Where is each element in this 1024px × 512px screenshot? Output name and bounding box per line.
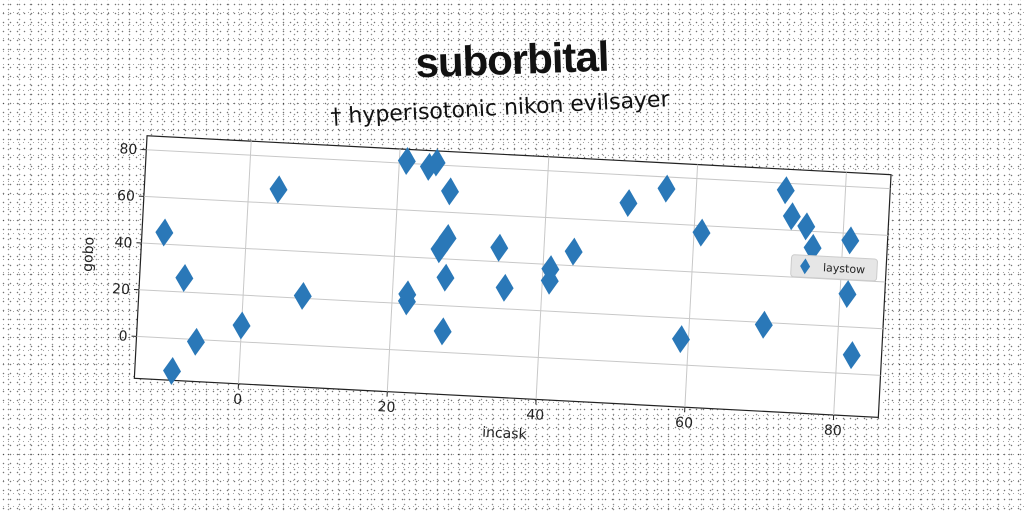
- x-grid-line: [684, 164, 699, 408]
- data-point-diamond: [495, 273, 514, 302]
- data-point-diamond: [436, 263, 455, 292]
- data-point-diamond: [433, 317, 452, 346]
- y-tick-label: 0: [118, 328, 128, 344]
- y-tick-label: 60: [117, 188, 136, 205]
- y-grid-line: [136, 335, 881, 376]
- axis-ticks: 0 20 40 60 80 0 20 40 60 80: [112, 141, 843, 440]
- data-point-diamond: [692, 218, 711, 247]
- legend-label: laystow: [823, 261, 866, 276]
- data-point-diamond: [564, 237, 583, 266]
- data-point-diamond: [838, 280, 857, 309]
- data-point-diamond: [803, 233, 822, 262]
- data-point-diamond: [397, 147, 416, 175]
- data-point-diamond: [782, 202, 801, 231]
- x-tick-label: 20: [377, 399, 396, 416]
- y-tick-label: 20: [112, 281, 131, 298]
- data-point-diamond: [438, 224, 457, 253]
- data-point-diamond: [797, 212, 816, 241]
- data-point-diamond: [841, 226, 860, 255]
- legend-marker-diamond: [800, 258, 811, 275]
- y-axis-label: gobo: [80, 236, 98, 272]
- data-point-diamond: [671, 325, 690, 354]
- data-points: [155, 147, 861, 385]
- data-point-diamond: [619, 189, 638, 218]
- y-grid-line: [146, 149, 891, 190]
- data-point-diamond: [842, 341, 861, 370]
- y-grid-line: [143, 195, 888, 236]
- data-point-diamond: [490, 233, 509, 262]
- data-point-diamond: [776, 176, 795, 205]
- data-point-diamond: [175, 264, 194, 293]
- data-point-diamond: [398, 280, 417, 309]
- x-tick-label: 80: [824, 423, 843, 440]
- data-point-diamond: [540, 266, 559, 295]
- plot-area: 0 20 40 60 80 0 20 40 60 80 incask gobo laystow: [80, 135, 892, 443]
- data-point-diamond: [232, 311, 251, 340]
- y-grid-line: [141, 242, 886, 283]
- x-grid-line: [237, 141, 252, 384]
- x-tick-label: 0: [233, 392, 243, 408]
- data-point-diamond: [269, 175, 288, 204]
- x-tick-label: 60: [675, 415, 694, 432]
- legend-box: [790, 254, 878, 282]
- data-point-diamond: [754, 310, 773, 339]
- y-tick-label: 80: [119, 141, 138, 158]
- data-point-diamond: [293, 281, 312, 310]
- x-tick-label: 40: [526, 407, 545, 424]
- data-point-diamond: [441, 177, 459, 206]
- x-grid-line: [386, 148, 401, 392]
- data-point-diamond: [427, 148, 446, 177]
- data-point-diamond: [186, 327, 205, 356]
- y-tick-label: 40: [114, 235, 133, 252]
- x-axis-label: incask: [482, 425, 528, 443]
- data-point-diamond: [155, 218, 174, 247]
- data-point-diamond: [163, 357, 182, 385]
- legend: laystow: [790, 254, 878, 282]
- data-point-diamond: [657, 174, 676, 203]
